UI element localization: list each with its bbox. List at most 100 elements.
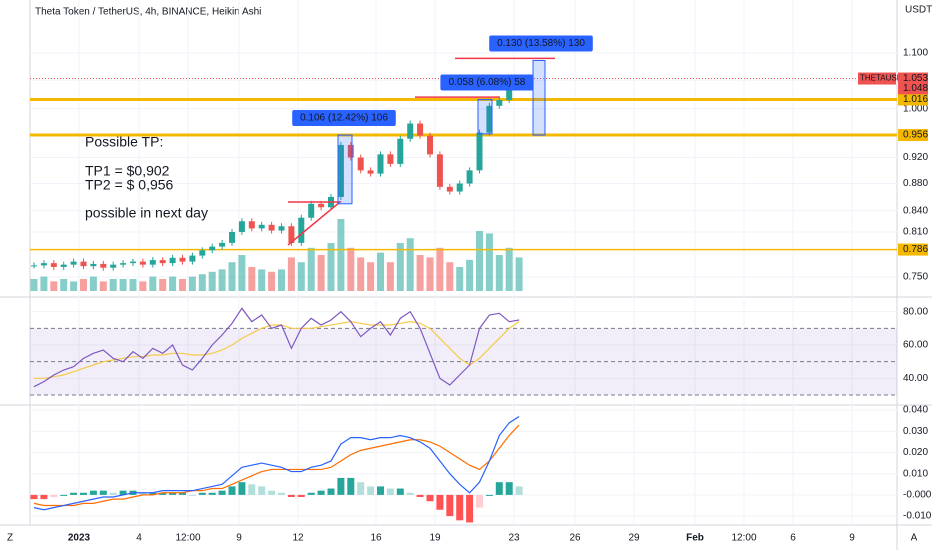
candle <box>486 105 493 133</box>
candle <box>367 170 374 174</box>
volume-bar <box>406 238 414 291</box>
timezone-button[interactable]: Z <box>7 533 13 544</box>
macd-histogram <box>70 492 78 495</box>
time-label: 19 <box>429 533 441 544</box>
candle <box>50 263 57 267</box>
macd-histogram <box>287 494 295 498</box>
volume-bar <box>89 276 97 291</box>
volume-bar <box>258 269 266 291</box>
candle <box>496 100 503 106</box>
candle <box>397 138 404 164</box>
volume-bar <box>99 281 107 291</box>
volume-bar <box>109 279 117 291</box>
macd-histogram <box>218 490 226 495</box>
volume-bar <box>396 243 404 291</box>
macd-histogram <box>476 494 483 508</box>
volume-bar <box>70 281 78 291</box>
volume-bar <box>297 262 305 291</box>
level-label: 0.786 <box>903 244 928 255</box>
macd-line <box>33 415 520 511</box>
time-label: 12 <box>292 533 304 544</box>
time-label: Feb <box>686 533 704 544</box>
candle <box>31 265 37 267</box>
macd-histogram <box>139 492 147 495</box>
candle <box>169 257 176 264</box>
candle <box>436 154 443 187</box>
y-tick-label: 0.840 <box>903 205 928 216</box>
candle <box>189 255 196 262</box>
candle <box>80 261 87 267</box>
time-label: 26 <box>569 533 581 544</box>
auto-scale-button[interactable]: A <box>911 533 918 544</box>
candle <box>347 144 354 158</box>
macd-histogram <box>386 488 394 495</box>
macd-histogram <box>416 494 424 498</box>
volume-bar <box>30 279 38 291</box>
time-label: 12:00 <box>175 533 200 544</box>
candle <box>238 221 245 232</box>
volume-bar <box>218 269 226 291</box>
signal-line <box>33 424 520 507</box>
volume-bar <box>159 279 167 291</box>
candle <box>278 226 285 231</box>
volume-bar <box>238 255 246 291</box>
candle <box>268 224 275 231</box>
candle <box>60 264 67 267</box>
y-tick-label: 40.00 <box>903 373 928 384</box>
candle <box>446 186 453 192</box>
measure-box <box>477 98 493 135</box>
triangle-drawing <box>287 201 343 246</box>
candle <box>130 261 136 264</box>
macd-histogram <box>396 488 404 495</box>
candle <box>179 257 186 262</box>
volume-bar <box>287 257 295 291</box>
volume-bar <box>139 281 147 291</box>
volume-bar <box>208 271 216 291</box>
volume-bar <box>515 257 523 291</box>
measure-badge <box>440 74 534 91</box>
candle <box>100 263 107 268</box>
time-label: 6 <box>790 533 796 544</box>
macd-histogram <box>30 494 38 500</box>
macd-histogram <box>485 494 493 496</box>
volume-bar <box>119 279 127 291</box>
volume-bar <box>505 247 513 291</box>
symbol-title: Theta Token / TetherUS, 4h, BINANCE, Hei… <box>35 7 261 18</box>
y-tick-label: 80.00 <box>903 306 928 317</box>
price-badge <box>898 82 928 95</box>
macd-histogram <box>238 482 246 495</box>
y-tick-label: 0.010 <box>903 468 928 479</box>
volume-bar <box>446 262 454 291</box>
macd-histogram <box>456 494 464 521</box>
candle <box>149 260 156 265</box>
price-badge <box>898 72 928 85</box>
macd-histogram <box>317 490 325 495</box>
candle <box>199 250 206 256</box>
level-badge <box>898 129 928 142</box>
time-label: 23 <box>508 533 520 544</box>
candle <box>318 203 325 208</box>
volume-bar <box>268 271 276 291</box>
measure-box <box>532 59 546 136</box>
macd-histogram <box>179 492 186 495</box>
y-tick-label: 0.750 <box>903 272 928 283</box>
rsi-line <box>33 307 520 388</box>
volume-bar <box>327 243 335 291</box>
candle <box>427 135 433 155</box>
macd-histogram <box>297 494 305 498</box>
measure-badge <box>292 110 396 127</box>
macd-histogram <box>268 490 276 495</box>
candle <box>258 224 265 229</box>
candle <box>139 261 146 265</box>
volume-bar <box>248 267 256 291</box>
y-tick-label: 0.030 <box>903 426 928 437</box>
volume-bar <box>456 267 464 291</box>
y-tick-label: 1.000 <box>903 103 928 114</box>
measure-label: 0.106 (12.42%) 106 <box>300 113 388 124</box>
candle <box>476 132 483 171</box>
macd-histogram <box>149 492 157 495</box>
macd-histogram <box>446 494 454 517</box>
time-label: 29 <box>628 533 640 544</box>
candle <box>407 123 414 139</box>
